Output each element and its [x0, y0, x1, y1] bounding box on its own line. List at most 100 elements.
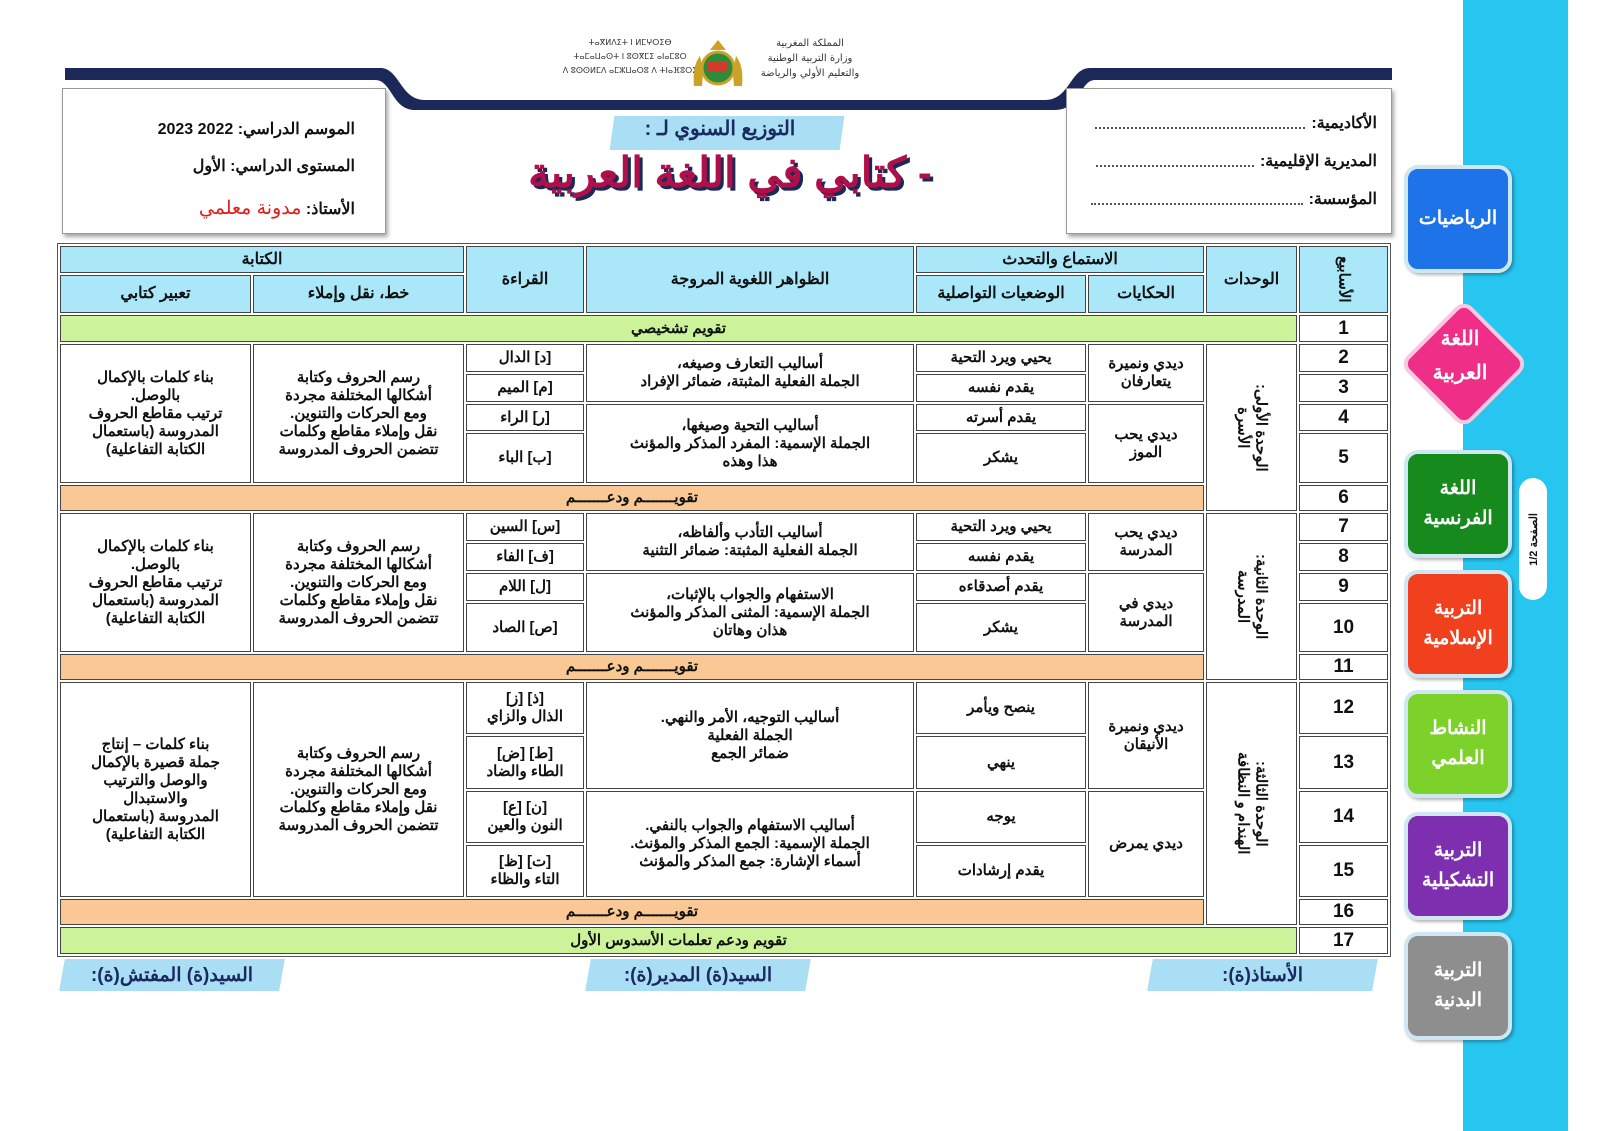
subject-label: اللغة العربية [1432, 328, 1488, 384]
table-row: 7 الوحدة الثانية: المدرسة ديدي يحب المدرسة… [60, 513, 1389, 680]
school-field[interactable]: المؤسسة: [1090, 189, 1377, 209]
situation-cell: يقدم نفسه [916, 543, 1087, 571]
table-row: 5 يشكر [ب] الباء [60, 433, 1389, 483]
table-row: 12 الوحدة الثالثة: الهندام و النظافة ديدي … [60, 682, 1389, 925]
subject-button[interactable]: التربية التشكيلية [1404, 812, 1512, 920]
header-listening: الاستماع والتحدث [916, 246, 1205, 273]
story-cell: ديدي ونميرة يتعارفان [1088, 344, 1205, 402]
directorate-blank[interactable] [1095, 151, 1254, 167]
week-number: 11 [1299, 654, 1389, 680]
school-label: المؤسسة: [1308, 191, 1377, 208]
table-row: الأسابيع الوحدات الاستماع والتحدث الظواهر ا… [60, 246, 1389, 313]
handwriting-cell: رسم الحروف وكتابة أشكالها المختلفة مجردة… [253, 513, 465, 652]
week-number: 9 [1299, 573, 1389, 601]
reading-cell: [ل] اللام [466, 573, 585, 601]
handwriting-cell: رسم الحروف وكتابة أشكالها المختلفة مجردة… [253, 682, 465, 897]
teacher-line: الأستاذ: مدونة معلمي [199, 197, 355, 220]
page-indicator: الصفحة 1/2 [1519, 478, 1547, 600]
academy-field[interactable]: الأكاديمية: [1095, 113, 1377, 133]
academy-blank[interactable] [1095, 113, 1306, 129]
review-row: تقويـــــــم ودعـــــــم [60, 654, 1205, 680]
week-number: 15 [1299, 845, 1389, 897]
directorate-label: المديرية الإقليمية: [1259, 153, 1377, 170]
situation-cell: يحيي ويرد التحية [916, 513, 1087, 541]
week-number: 6 [1299, 485, 1389, 511]
header-handwriting: خط، نقل وإملاء [253, 275, 465, 313]
phenomena-cell: أساليب التعارف وصيغه، الجملة الفعلية الم… [586, 344, 915, 402]
table-row: 2 الوحدة الأولى: الأسرة ديدي ونميرة يتعارف… [60, 344, 1389, 511]
story-cell: ديدي يحب المدرسة [1088, 513, 1205, 571]
situation-cell: يقدم أصدقاءه [916, 573, 1087, 601]
subject-button[interactable]: النشاط العلمي [1404, 690, 1512, 798]
school-blank[interactable] [1090, 189, 1303, 205]
story-cell: ديدي في المدرسة [1088, 573, 1205, 652]
week-number: 14 [1299, 791, 1389, 843]
situation-cell: يشكر [916, 433, 1087, 483]
week-number: 16 [1299, 899, 1389, 925]
handwriting-cell: رسم الحروف وكتابة أشكالها المختلفة مجردة… [253, 344, 465, 483]
week-number: 1 [1299, 315, 1389, 342]
table-row: 9 ديدي في المدرسة يقدم أصدقاءه الاستفهام وا… [60, 573, 1389, 652]
review-row: تقويـــــــم ودعـــــــم [60, 485, 1205, 511]
header-band [65, 68, 1392, 110]
story-cell: ديدي ونميرة الأنيقان [1088, 682, 1205, 789]
reading-cell: [ذ] [ز] الذال والزاي [466, 682, 585, 734]
table-row: 4 ديدي يحب الموز يقدم أسرته أساليب التحية و… [60, 404, 1389, 483]
expression-cell: بناء كلمات بالإكمال بالوصل. ترتيب مقاطع … [60, 513, 252, 652]
situation-cell: يقدم إرشادات [916, 845, 1087, 897]
situation-cell: ينهي [916, 736, 1087, 789]
expression-cell: بناء كلمات – إنتاج جملة قصيرة بالإكمال و… [60, 682, 252, 897]
subtitle: التوزيع السنوي لـ : [644, 118, 796, 140]
logo-tifinagh-text: ⵜⴰⴳⵍⴷⵉⵜ ⵏ ⵍⵎⵖⵔⵉⴱ ⵜⴰⵎⴰⵡⴰⵙⵜ ⵏ ⵓⵙⴳⵎⵉ ⴰⵏⴰⵎⵓⵔ… [562, 38, 698, 75]
header-expression: تعبير كتابي [60, 275, 252, 313]
week-number: 17 [1299, 927, 1389, 954]
situation-cell: يقدم نفسه [916, 374, 1087, 402]
table-row: 17 تقويم ودعم تعلمات الأسدوس الأول [60, 927, 1389, 954]
table-row: 3 يقدم نفسه [م] الميم [60, 374, 1389, 402]
story-cell: ديدي يمرض [1088, 791, 1205, 897]
header-weeks: الأسابيع [1299, 246, 1389, 313]
phenomena-cell: الاستفهام والجواب بالإثبات، الجملة الإسم… [586, 573, 915, 652]
reading-cell: [ت] [ظ] التاء والظاء [466, 845, 585, 897]
week-number: 12 [1299, 682, 1389, 734]
final-review-row: تقويم ودعم تعلمات الأسدوس الأول [60, 927, 1298, 954]
logo-arabic-text: المملكة المغربية وزارة التربية الوطنية و… [760, 38, 860, 79]
subject-button[interactable]: اللغة العربية [1398, 298, 1530, 430]
teacher-signature: الأستاذ(ة): [1147, 955, 1378, 995]
table-row: 16 تقويـــــــم ودعـــــــم [60, 899, 1389, 925]
situation-cell: ينصح ويأمر [916, 682, 1087, 734]
header-phenomena: الظواهر اللغوية المروجة [586, 246, 915, 313]
header-reading: القراءة [466, 246, 585, 313]
week-number: 13 [1299, 736, 1389, 789]
teacher-signature-label: الأستاذ(ة): [1222, 964, 1303, 986]
coat-of-arms-icon [693, 40, 743, 86]
table-row: 6 تقويـــــــم ودعـــــــم [60, 485, 1389, 511]
table-row: الحكايات الوضعيات التواصلية خط، نقل وإملاء… [60, 275, 1388, 313]
subject-button[interactable]: الرياضيات [1404, 165, 1512, 273]
inspector-signature: السيد(ة) المفتش(ة): [59, 955, 285, 995]
unit-name: الوحدة الأولى: الأسرة [1206, 344, 1298, 511]
week-number: 8 [1299, 543, 1389, 571]
annual-plan-table: الأسابيع الوحدات الاستماع والتحدث الظواهر ا… [57, 243, 1392, 957]
diagnostic-row: تقويم تشخيصي [60, 315, 1298, 342]
school-info-left: الموسم الدراسي: 2022 2023 المستوى الدراس… [62, 88, 386, 234]
subject-button[interactable]: التربية البدنية [1404, 932, 1512, 1040]
page-title: - كتابي في اللغة العربية [528, 149, 932, 196]
reading-cell: [ن] [ع] النون والعين [466, 791, 585, 843]
week-number: 7 [1299, 513, 1389, 541]
directorate-field[interactable]: المديرية الإقليمية: [1095, 151, 1377, 171]
reading-cell: [س] السين [466, 513, 585, 541]
reading-cell: [ر] الراء [466, 404, 585, 431]
week-number: 10 [1299, 603, 1389, 652]
review-row: تقويـــــــم ودعـــــــم [60, 899, 1205, 925]
reading-cell: [ب] الباء [466, 433, 585, 483]
table-row: 8 يقدم نفسه [ف] الفاء [60, 543, 1389, 571]
subject-button[interactable]: اللغة الفرنسية [1404, 450, 1512, 558]
table-row: 11 تقويـــــــم ودعـــــــم [60, 654, 1389, 680]
header-units: الوحدات [1206, 246, 1298, 313]
situation-cell: يقدم أسرته [916, 404, 1087, 431]
week-number: 3 [1299, 374, 1389, 402]
header-writing: الكتابة [60, 246, 465, 273]
table-row: 1 تقويم تشخيصي [60, 315, 1389, 342]
subject-button[interactable]: التربية الإسلامية [1404, 570, 1512, 678]
